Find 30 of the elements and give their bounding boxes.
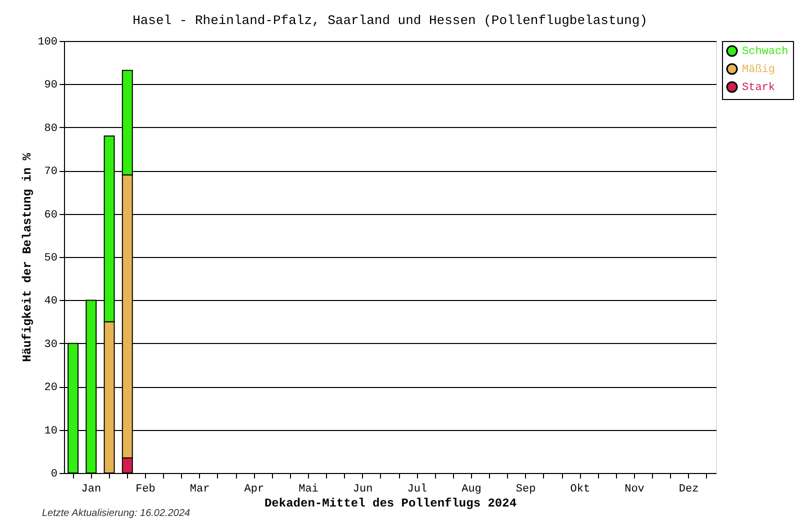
legend-label: Stark (742, 82, 776, 94)
legend-label: Schwach (742, 46, 788, 58)
x-tick-label: Feb (136, 484, 156, 496)
x-tick-label: Okt (570, 484, 590, 496)
x-tick-label: Nov (624, 484, 645, 496)
y-tick-label: 70 (44, 166, 58, 178)
y-tick-label: 50 (44, 252, 58, 264)
y-tick-label: 40 (44, 296, 58, 308)
text: Letzte Aktualisierung: 16.02.2024 (42, 508, 191, 519)
y-tick-label: 10 (44, 425, 58, 438)
x-tick-label: Mar (190, 484, 210, 496)
x-tick-label: Jun (352, 484, 373, 496)
x-tick-label: Apr (244, 484, 264, 496)
y-tick-label: 90 (44, 80, 58, 92)
chart-title: Hasel - Rheinland-Pfalz, Saarland und Hessen (Pollenflugbelastung) (132, 13, 648, 28)
x-tick-label: Jul (407, 484, 428, 496)
x-tick-label: Sep (516, 484, 536, 496)
y-axis-title: Häufigkeit der Belastung in % (20, 152, 35, 362)
y-tick-label: 0 (50, 468, 58, 480)
x-axis-title: Dekaden-Mittel des Pollenflugs 2024 (264, 496, 517, 510)
legend-label: Mäßig (742, 64, 776, 76)
y-tick-label: 80 (44, 122, 58, 135)
x-tick-label: Jan (81, 484, 102, 496)
x-tick-label: Dez (678, 484, 699, 496)
x-tick-label: Aug (462, 484, 482, 496)
y-tick-label: 20 (44, 382, 58, 394)
x-tick-label: Mai (298, 484, 319, 496)
y-tick-label: 30 (44, 338, 58, 351)
y-tick-label: 60 (44, 209, 58, 222)
y-tick-label: 100 (38, 36, 58, 48)
